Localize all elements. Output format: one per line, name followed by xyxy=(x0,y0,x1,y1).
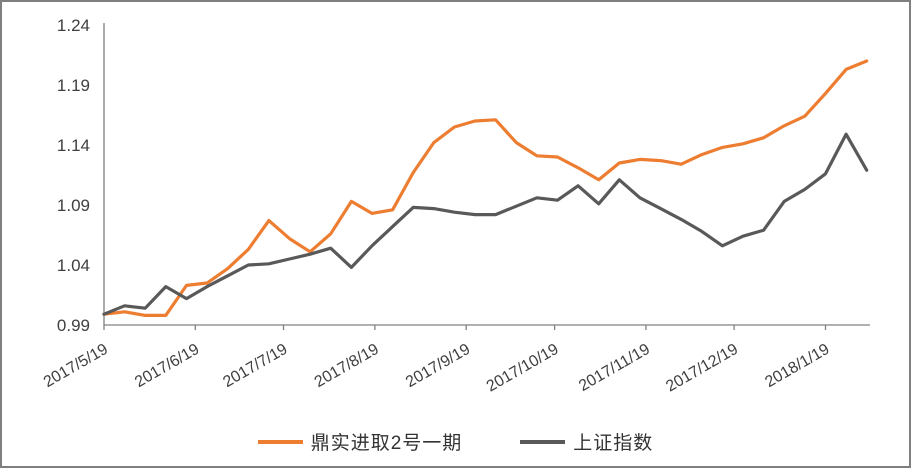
svg-text:2018/1/19: 2018/1/19 xyxy=(762,341,832,391)
svg-text:2017/6/19: 2017/6/19 xyxy=(132,341,202,391)
chart-legend: 鼎实进取2号一期 上证指数 xyxy=(2,428,909,455)
svg-text:1.09: 1.09 xyxy=(57,196,90,215)
svg-text:1.24: 1.24 xyxy=(57,16,90,35)
svg-text:2017/12/19: 2017/12/19 xyxy=(663,341,741,396)
legend-label-fund: 鼎实进取2号一期 xyxy=(310,433,463,454)
svg-text:2017/5/19: 2017/5/19 xyxy=(41,341,111,391)
svg-text:1.14: 1.14 xyxy=(57,136,90,155)
svg-text:2017/8/19: 2017/8/19 xyxy=(312,341,382,391)
legend-swatch-fund xyxy=(257,439,303,444)
legend-label-index: 上证指数 xyxy=(573,433,654,454)
legend-swatch-index xyxy=(520,439,566,444)
svg-text:2017/11/19: 2017/11/19 xyxy=(576,341,653,395)
svg-text:0.99: 0.99 xyxy=(57,316,90,335)
legend-item-index: 上证指数 xyxy=(520,428,653,455)
svg-text:2017/9/19: 2017/9/19 xyxy=(403,341,473,391)
svg-text:1.04: 1.04 xyxy=(57,256,90,275)
svg-text:2017/10/19: 2017/10/19 xyxy=(484,341,562,396)
svg-text:1.19: 1.19 xyxy=(57,76,90,95)
svg-text:2017/7/19: 2017/7/19 xyxy=(220,341,290,391)
legend-item-fund: 鼎实进取2号一期 xyxy=(257,428,463,455)
